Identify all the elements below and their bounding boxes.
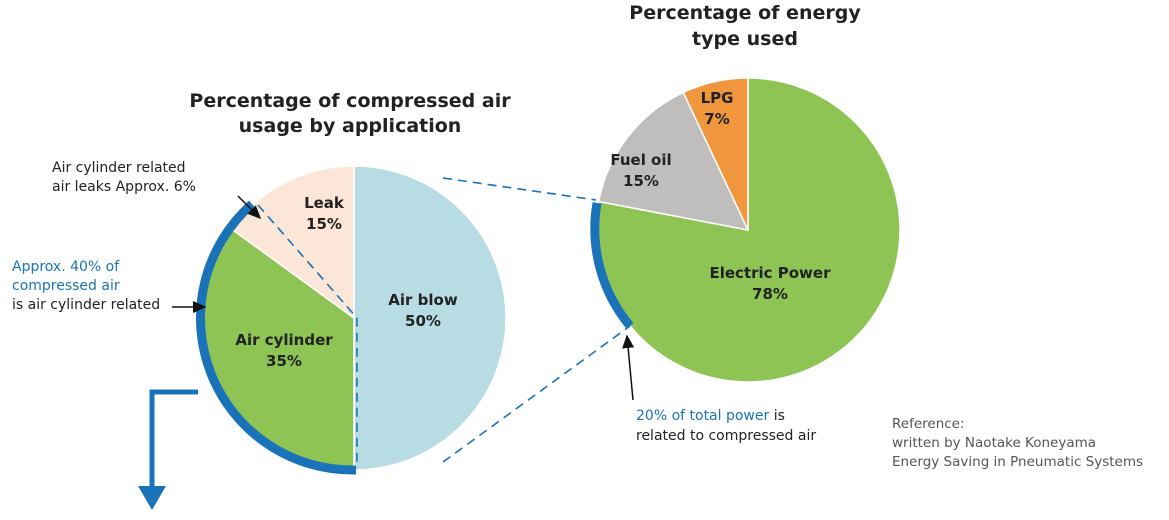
connector [442,325,631,463]
highlight-arc [590,202,634,329]
chart-title: usage by application [239,115,462,137]
connector [442,177,597,201]
pointer [622,334,635,401]
annotation: 20% of total power is [636,408,785,424]
slice-label: Fuel oil [610,151,671,169]
chart-title: Percentage of compressed air [189,90,511,112]
slice-label: LPG [701,89,734,107]
highlight-arc [196,200,357,475]
flow-arrow-head [138,486,166,510]
slice-value: 35% [266,352,302,370]
reference: Energy Saving in Pneumatic Systems [892,454,1143,470]
slice-label: Electric Power [709,264,831,282]
slice-value: 78% [752,285,788,303]
pie-slice [682,77,749,231]
chart-title: Percentage of energy [629,2,861,24]
slice-label: Air cylinder [235,331,333,349]
connector [257,204,358,468]
annotation: is air cylinder related [12,297,160,313]
slice-value: 7% [704,110,729,128]
overlay: Air cylinder related air leaks Approx. 6… [12,160,1143,510]
flow-arrow [149,389,198,488]
slice-value: 15% [623,172,659,190]
reference: written by Naotake Koneyama [892,435,1096,451]
annotation-part: is [769,408,785,424]
annotation: compressed air [12,278,120,294]
annotation: Approx. 40% of [12,259,120,275]
pie-slice [353,165,507,471]
chart-title: type used [692,28,798,50]
slice-label: Leak [304,194,345,212]
annotation: Air cylinder related [52,160,186,176]
pies: Air blow 50% Air cylinder 35% Leak 15% Percent… [189,2,901,471]
slice-label: Air blow [388,291,458,309]
slice-value: 50% [405,312,441,330]
annotation-part: 20% of total power [636,408,769,424]
reference: Reference: [892,416,965,432]
slice-value: 15% [306,215,342,233]
annotation: related to compressed air [636,428,816,444]
annotation: air leaks Approx. 6% [52,179,196,195]
pointer [237,195,262,220]
pie-slice [597,91,750,232]
